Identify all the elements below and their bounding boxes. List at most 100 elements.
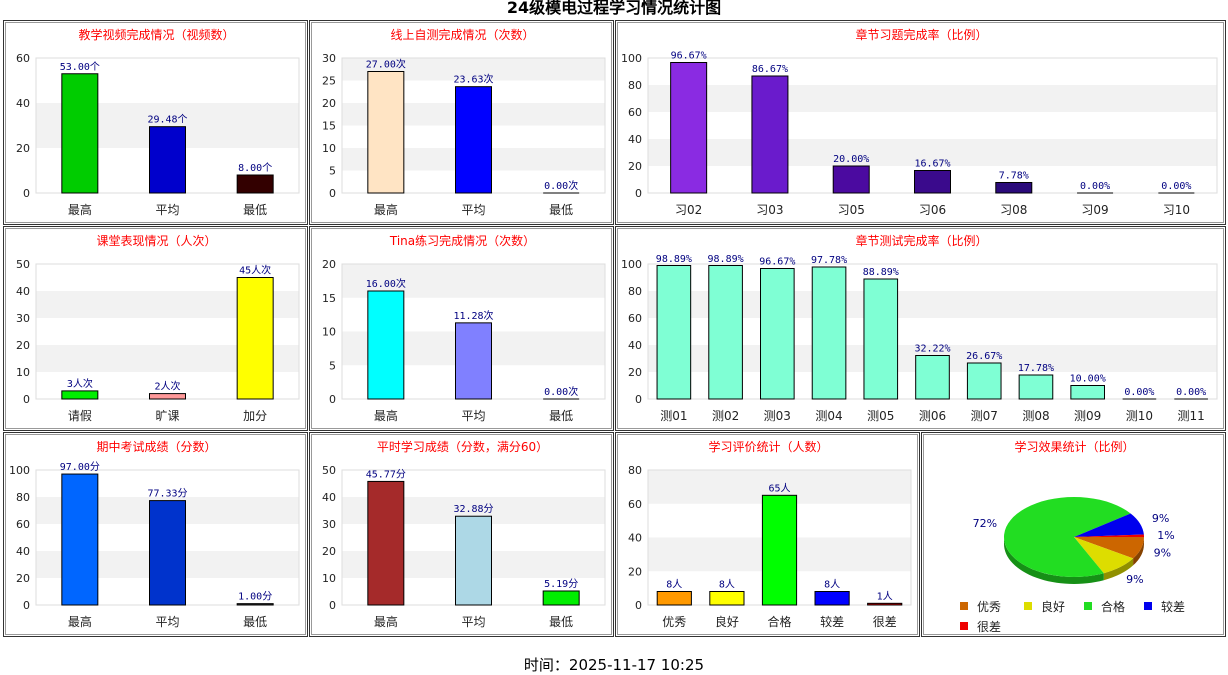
y-tick-label: 50 (16, 258, 30, 271)
value-label: 97.00分 (60, 461, 100, 473)
x-category-label: 良好 (715, 614, 739, 629)
y-tick-label: 30 (322, 518, 336, 531)
x-category-label: 最高 (374, 614, 398, 629)
bar-测06 (915, 355, 950, 400)
x-category-label: 平均 (461, 409, 485, 423)
x-category-label: 测08 (1022, 409, 1049, 423)
panel-learning-evaluation: 学习评价统计（人数） 0 20 40 60 80 8人 优秀 8人 良好 65人 合格 8人 较差 1人 很差 (615, 432, 920, 637)
pie-label: 72% (973, 517, 997, 530)
value-label: 0.00% (1124, 387, 1154, 398)
panel-chapter-exercise-rate: 章节习题完成率（比例） 0 20 40 60 80 100 96.67% 习02 86.67% 习0… (615, 20, 1226, 225)
grid-band (648, 85, 1217, 112)
value-label: 65人 (768, 482, 790, 494)
bar-平均 (149, 500, 186, 606)
x-category-label: 较差 (820, 614, 844, 629)
panel-tina-practice: Tina练习完成情况（次数） 0 5 10 15 20 16.00次 最高 11.28次 平均 0.… (309, 226, 614, 431)
x-category-label: 测01 (660, 409, 687, 423)
x-category-label: 最低 (243, 615, 267, 629)
legend-label: 较差 (1161, 599, 1185, 614)
x-category-label: 平均 (461, 615, 485, 629)
value-label: 0.00次 (544, 179, 578, 192)
x-category-label: 最低 (549, 203, 573, 217)
value-label: 0.00% (1080, 181, 1110, 192)
bar-习06 (914, 169, 951, 194)
value-label: 32.22% (914, 344, 950, 355)
y-tick-label: 15 (322, 292, 336, 305)
value-label: 98.89% (708, 254, 744, 265)
legend-swatch (960, 622, 968, 630)
grid-band (648, 139, 1217, 166)
y-tick-label: 10 (322, 572, 336, 585)
chart-title: 期中考试成绩（分数） (96, 439, 216, 454)
x-category-label: 习05 (838, 203, 865, 217)
y-tick-label: 20 (628, 366, 642, 379)
x-category-label: 最高 (68, 202, 92, 217)
x-category-label: 加分 (243, 409, 267, 423)
value-label: 20.00% (833, 154, 869, 165)
x-category-label: 最低 (243, 203, 267, 217)
grid-band (648, 58, 1217, 85)
x-category-label: 很差 (873, 615, 897, 629)
bar-平均 (455, 86, 492, 194)
pie-label: 1% (1157, 529, 1174, 542)
value-label: 26.67% (966, 351, 1002, 362)
value-label: 5.19分 (544, 578, 578, 590)
chart-title: 平时学习成绩（分数，满分60） (377, 439, 548, 454)
pie-slice-合格 (1004, 497, 1131, 577)
y-tick-label: 100 (621, 258, 642, 271)
bar-习02 (670, 61, 708, 194)
x-category-label: 最低 (549, 409, 573, 423)
y-tick-label: 60 (628, 498, 642, 511)
bar-最低 (542, 590, 580, 606)
bar-最低 (236, 603, 274, 606)
x-category-label: 习08 (1000, 203, 1027, 217)
y-tick-label: 100 (621, 52, 642, 65)
pie-label: 9% (1154, 547, 1171, 560)
y-tick-label: 25 (322, 75, 336, 88)
value-label: 7.78% (999, 170, 1029, 181)
value-label: 8.00个 (238, 162, 272, 174)
bar-旷课 (149, 393, 186, 400)
panel-online-selftest: 线上自测完成情况（次数） 0 5 10 15 20 25 30 27.00次 最高 23.63次 平均… (309, 20, 614, 225)
chart-title: 线上自测完成情况（次数） (390, 27, 534, 42)
x-category-label: 合格 (767, 614, 791, 629)
bar-平均 (149, 126, 186, 194)
bar-优秀 (656, 591, 692, 606)
bar-平均 (455, 515, 492, 606)
y-tick-label: 20 (16, 142, 30, 155)
y-tick-label: 40 (628, 339, 642, 352)
y-tick-label: 0 (329, 393, 336, 406)
legend-swatch (1084, 602, 1092, 610)
y-tick-label: 0 (23, 599, 30, 612)
value-label: 1.00分 (238, 591, 272, 603)
y-tick-label: 40 (628, 133, 642, 146)
bar-测03 (760, 267, 795, 400)
x-category-label: 最高 (374, 408, 398, 423)
pie-slice-良好 (1074, 537, 1134, 574)
x-category-label: 测05 (867, 409, 894, 423)
y-tick-label: 20 (16, 339, 30, 352)
legend-label: 很差 (977, 620, 1001, 634)
value-label: 77.33分 (147, 488, 187, 500)
value-label: 98.89% (656, 254, 692, 265)
value-label: 0.00% (1161, 181, 1191, 192)
y-tick-label: 40 (16, 97, 30, 110)
chart-title: 章节测试完成率（比例） (855, 233, 987, 248)
y-tick-label: 0 (635, 393, 642, 406)
y-tick-label: 30 (322, 52, 336, 65)
pie-slice-较差 (1074, 513, 1144, 537)
x-category-label: 测02 (712, 409, 739, 423)
y-tick-label: 20 (322, 545, 336, 558)
value-label: 8人 (666, 579, 682, 591)
y-tick-label: 80 (628, 79, 642, 92)
legend-swatch (1024, 602, 1032, 610)
bar-平均 (455, 322, 492, 400)
value-label: 96.67% (759, 256, 795, 267)
x-category-label: 平均 (155, 615, 179, 629)
value-label: 8人 (719, 579, 735, 591)
x-category-label: 习06 (919, 203, 946, 217)
x-category-label: 平均 (461, 203, 485, 217)
legend-label: 优秀 (977, 600, 1001, 614)
